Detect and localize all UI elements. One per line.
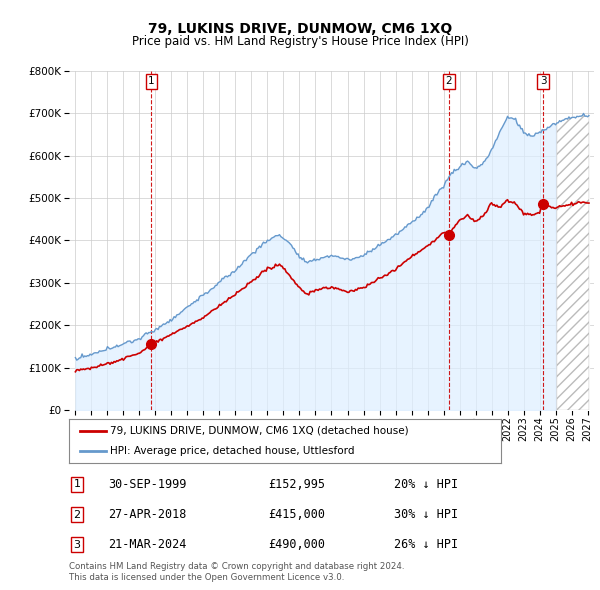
Text: £152,995: £152,995 xyxy=(269,478,325,491)
Text: 2: 2 xyxy=(73,510,80,520)
Text: 1: 1 xyxy=(148,76,155,86)
Text: 30-SEP-1999: 30-SEP-1999 xyxy=(109,478,187,491)
Text: 3: 3 xyxy=(540,76,547,86)
Text: Price paid vs. HM Land Registry's House Price Index (HPI): Price paid vs. HM Land Registry's House … xyxy=(131,35,469,48)
Text: 79, LUKINS DRIVE, DUNMOW, CM6 1XQ: 79, LUKINS DRIVE, DUNMOW, CM6 1XQ xyxy=(148,22,452,37)
Text: £490,000: £490,000 xyxy=(269,538,325,551)
Text: HPI: Average price, detached house, Uttlesford: HPI: Average price, detached house, Uttl… xyxy=(110,446,355,456)
Text: 27-APR-2018: 27-APR-2018 xyxy=(109,508,187,521)
Text: Contains HM Land Registry data © Crown copyright and database right 2024.: Contains HM Land Registry data © Crown c… xyxy=(69,562,404,571)
Text: 3: 3 xyxy=(73,540,80,550)
Text: 2: 2 xyxy=(445,76,452,86)
Text: 1: 1 xyxy=(73,480,80,489)
Text: 79, LUKINS DRIVE, DUNMOW, CM6 1XQ (detached house): 79, LUKINS DRIVE, DUNMOW, CM6 1XQ (detac… xyxy=(110,426,409,436)
Text: 26% ↓ HPI: 26% ↓ HPI xyxy=(395,538,458,551)
Text: 20% ↓ HPI: 20% ↓ HPI xyxy=(395,478,458,491)
Text: This data is licensed under the Open Government Licence v3.0.: This data is licensed under the Open Gov… xyxy=(69,573,344,582)
Text: 30% ↓ HPI: 30% ↓ HPI xyxy=(395,508,458,521)
Text: £415,000: £415,000 xyxy=(269,508,325,521)
Text: 21-MAR-2024: 21-MAR-2024 xyxy=(109,538,187,551)
